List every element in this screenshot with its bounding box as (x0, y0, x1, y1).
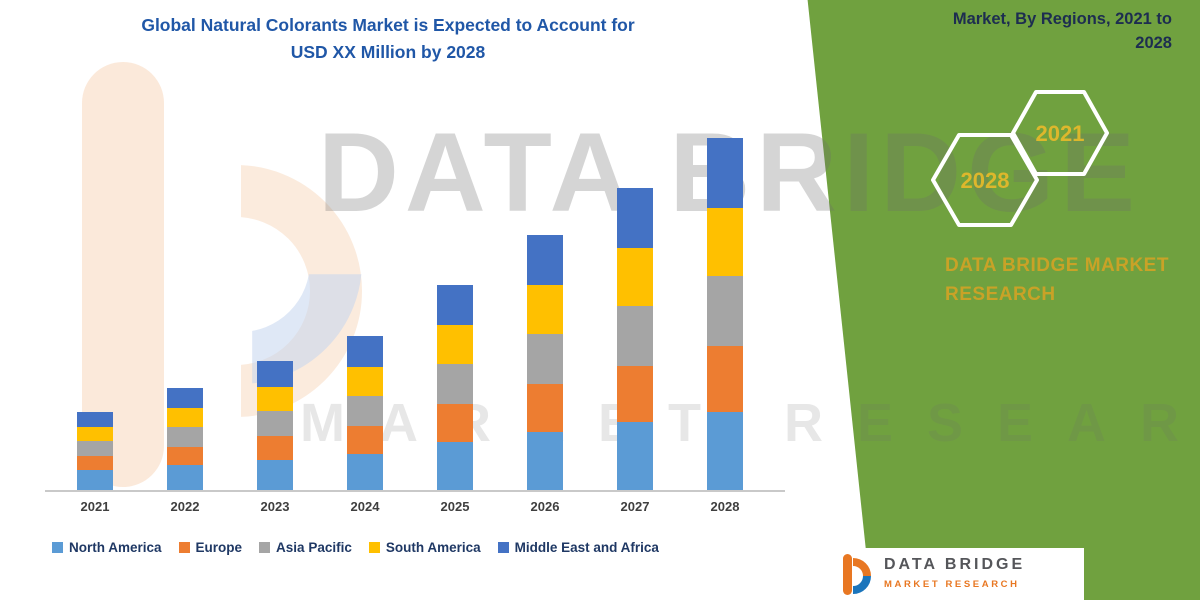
legend-label-middle-east-and-africa: Middle East and Africa (514, 540, 659, 555)
segment-south-america (707, 208, 743, 276)
stacked-bar-2025 (437, 285, 473, 490)
segment-asia-pacific (437, 364, 473, 404)
segment-south-america (347, 367, 383, 396)
bar-slot-2026: 2026 (500, 125, 590, 514)
legend-swatch-middle-east-and-africa (497, 542, 509, 553)
bar-slot-2022: 2022 (140, 125, 230, 514)
legend-item-south-america: South America (368, 540, 481, 555)
footer-logo-text: DATA BRIDGE MARKET RESEARCH (884, 552, 1025, 590)
segment-asia-pacific (527, 334, 563, 384)
bar-slot-2024: 2024 (320, 125, 410, 514)
legend: North America Europe Asia Pacific South Ame… (52, 540, 659, 555)
segment-middle-east-and-africa (347, 336, 383, 367)
footer-logo: DATA BRIDGE MARKET RESEARCH (828, 548, 1084, 600)
segment-south-america (257, 387, 293, 411)
chart-area: Global Natural Colorants Market is Expec… (38, 12, 785, 555)
segment-north-america (167, 465, 203, 490)
segment-north-america (617, 422, 653, 490)
x-axis-label-2025: 2025 (440, 499, 470, 514)
bar-slot-2027: 2027 (590, 125, 680, 514)
stacked-bar-2023 (257, 361, 293, 490)
segment-south-america (527, 285, 563, 334)
bar-slot-2025: 2025 (410, 125, 500, 514)
x-axis-label-2028: 2028 (710, 499, 740, 514)
chart-title: Global Natural Colorants Market is Expec… (38, 12, 738, 66)
legend-item-middle-east-and-africa: Middle East and Africa (497, 540, 659, 555)
segment-middle-east-and-africa (707, 138, 743, 208)
bar-slot-2021: 2021 (50, 125, 140, 514)
segment-europe (527, 384, 563, 432)
segment-europe (707, 346, 743, 412)
segment-north-america (707, 412, 743, 490)
segment-europe (617, 366, 653, 422)
segment-asia-pacific (167, 427, 203, 447)
segment-north-america (77, 470, 113, 490)
segment-asia-pacific (77, 441, 113, 456)
legend-swatch-south-america (368, 542, 380, 553)
segment-middle-east-and-africa (617, 188, 653, 248)
legend-label-north-america: North America (69, 540, 162, 555)
legend-item-asia-pacific: Asia Pacific (259, 540, 352, 555)
segment-north-america (347, 454, 383, 490)
segment-middle-east-and-africa (437, 285, 473, 325)
segment-middle-east-and-africa (77, 412, 113, 427)
x-axis-label-2024: 2024 (350, 499, 380, 514)
legend-swatch-europe (178, 542, 190, 553)
segment-south-america (77, 427, 113, 441)
legend-label-europe: Europe (195, 540, 243, 555)
segment-north-america (437, 442, 473, 490)
bar-slot-2023: 2023 (230, 125, 320, 514)
legend-label-asia-pacific: Asia Pacific (276, 540, 352, 555)
x-axis-label-2023: 2023 (260, 499, 290, 514)
chart-title-line1: Global Natural Colorants Market is Expec… (141, 15, 635, 35)
footer-logo-title: DATA BRIDGE (884, 556, 1026, 573)
segment-europe (437, 404, 473, 442)
legend-swatch-north-america (52, 542, 63, 553)
x-axis-label-2022: 2022 (170, 499, 200, 514)
stacked-bar-2027 (617, 188, 653, 490)
segment-south-america (167, 408, 203, 427)
x-axis-label-2027: 2027 (620, 499, 650, 514)
legend-item-europe: Europe (178, 540, 243, 555)
footer-logo-subtitle: MARKET RESEARCH (884, 579, 1020, 590)
x-axis-label-2021: 2021 (80, 499, 110, 514)
legend-item-north-america: North America (52, 540, 162, 555)
segment-europe (167, 447, 203, 465)
segment-europe (257, 436, 293, 460)
stacked-bar-2024 (347, 336, 383, 490)
segment-europe (347, 426, 383, 454)
segment-south-america (617, 248, 653, 306)
legend-label-south-america: South America (385, 540, 481, 555)
bar-slot-2028: 2028 (680, 125, 770, 514)
data-bridge-logo-icon (843, 554, 871, 595)
segment-asia-pacific (347, 396, 383, 426)
segment-middle-east-and-africa (257, 361, 293, 387)
segment-middle-east-and-africa (167, 388, 203, 408)
segment-asia-pacific (617, 306, 653, 366)
x-axis-label-2026: 2026 (530, 499, 560, 514)
segment-europe (77, 456, 113, 470)
segment-asia-pacific (257, 411, 293, 436)
x-axis-line (45, 490, 785, 492)
segment-north-america (527, 432, 563, 490)
stacked-bar-2026 (527, 235, 563, 490)
segment-middle-east-and-africa (527, 235, 563, 285)
stacked-bar-2022 (167, 388, 203, 490)
segment-north-america (257, 460, 293, 490)
segment-south-america (437, 325, 473, 364)
segment-asia-pacific (707, 276, 743, 346)
chart-title-line2: USD XX Million by 2028 (290, 42, 486, 63)
stacked-bar-2028 (707, 138, 743, 490)
stacked-bar-2021 (77, 412, 113, 490)
bars-row: 2021 2022 2023 2024 2025 2026 2027 2028 (50, 125, 770, 514)
legend-swatch-asia-pacific (259, 542, 271, 553)
